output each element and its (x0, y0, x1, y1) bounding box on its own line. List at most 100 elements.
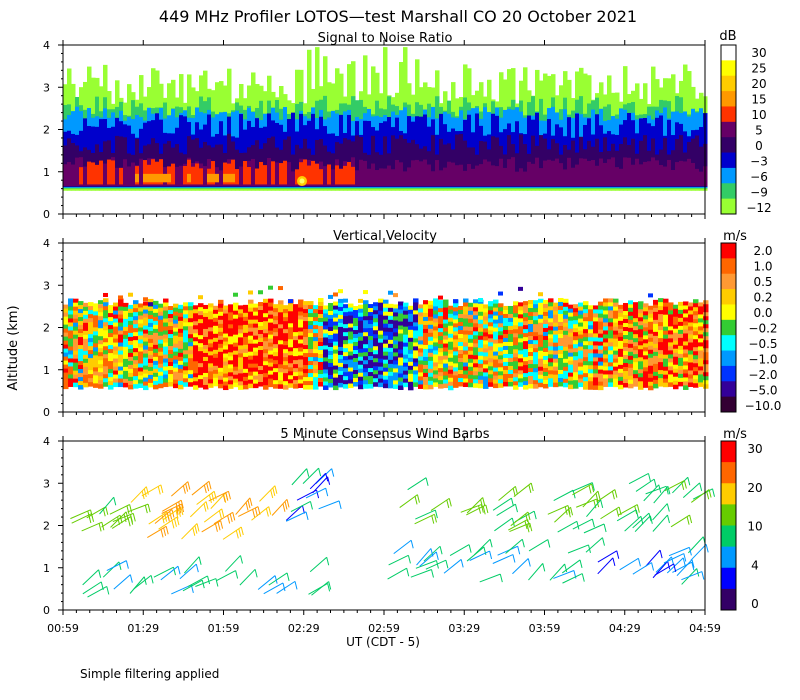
snr-cell (475, 165, 480, 187)
velocity-cell (343, 298, 348, 303)
velocity-cell (453, 299, 458, 304)
velocity-cell (518, 338, 524, 343)
velocity-cell (373, 362, 379, 367)
velocity-cell (643, 359, 649, 364)
velocity-cell (523, 341, 529, 346)
velocity-cell (463, 370, 469, 376)
velocity-cell (423, 304, 429, 310)
velocity-cell (513, 377, 519, 382)
velocity-cell (108, 365, 114, 370)
velocity-cell (373, 354, 379, 359)
velocity-cell (68, 318, 74, 323)
snr-cell (547, 159, 552, 187)
velocity-cell (303, 301, 309, 306)
velocity-cell (598, 353, 604, 359)
velocity-cell (93, 343, 99, 348)
velocity-cell (123, 306, 129, 312)
velocity-cell (578, 350, 584, 356)
velocity-cell (248, 299, 254, 305)
snr-cell (523, 144, 528, 187)
wind-barb-shaft (416, 548, 432, 566)
velocity-cell (388, 307, 394, 313)
y-tick-label: 1 (43, 364, 50, 377)
wind-barb-flag (691, 562, 695, 571)
velocity-cell (378, 302, 384, 308)
velocity-cell (108, 345, 114, 350)
wind-barb-flag (564, 563, 568, 573)
velocity-cell (208, 327, 214, 332)
velocity-cell (118, 314, 124, 320)
velocity-cell (133, 348, 139, 353)
velocity-cell (648, 333, 654, 339)
velocity-cell (568, 308, 574, 314)
velocity-cell (483, 384, 489, 389)
velocity-cell (538, 362, 544, 368)
y-tick-label: 0 (43, 604, 50, 617)
velocity-cell (703, 364, 709, 369)
velocity-cell (483, 364, 489, 369)
velocity-cell (628, 371, 634, 377)
wind-barb-flag (603, 523, 607, 533)
velocity-cell (313, 333, 319, 338)
snr-cell (695, 168, 700, 187)
velocity-cell (223, 317, 229, 323)
snr-cell (587, 160, 592, 187)
velocity-cell (538, 366, 544, 372)
velocity-cell (653, 339, 659, 345)
wind-barb-shaft (690, 543, 707, 561)
velocity-cell (383, 323, 389, 329)
velocity-cell (568, 344, 574, 350)
velocity-cell (648, 369, 654, 375)
velocity-cell (248, 371, 254, 377)
velocity-cell (673, 368, 679, 374)
wind-barb-shaft (154, 509, 173, 524)
velocity-cell (193, 381, 199, 386)
velocity-cell (503, 381, 509, 387)
velocity-cell (128, 372, 134, 378)
velocity-cell (633, 314, 639, 319)
velocity-cell (523, 349, 529, 354)
velocity-cell (228, 364, 234, 369)
velocity-cell (278, 332, 284, 337)
wind-barb-shaft (158, 516, 178, 530)
wind-barb-flag (689, 514, 693, 524)
velocity-cell (333, 361, 339, 367)
velocity-cell (583, 353, 589, 358)
velocity-cell (438, 308, 444, 313)
velocity-cell (353, 350, 359, 355)
velocity-cell (348, 383, 354, 389)
velocity-cell (243, 372, 249, 378)
velocity-cell (303, 357, 309, 362)
wind-barb-flag (527, 511, 531, 521)
velocity-cell (198, 375, 204, 380)
velocity-cell (668, 310, 674, 315)
velocity-cell (618, 380, 624, 386)
velocity-cell (68, 306, 74, 311)
colorbar-label: 0.0 (753, 306, 772, 320)
velocity-cell (478, 335, 484, 341)
wind-barb-shaft (616, 509, 637, 522)
velocity-cell (453, 367, 459, 372)
velocity-cell (538, 326, 544, 332)
velocity-cell (108, 349, 114, 354)
velocity-cell (428, 312, 434, 318)
velocity-cell (103, 366, 109, 371)
velocity-cell (78, 381, 84, 386)
y-tick-label: 4 (43, 39, 50, 52)
velocity-cell (268, 366, 274, 372)
velocity-cell (638, 365, 644, 370)
velocity-cell (368, 316, 374, 321)
velocity-cell (558, 361, 564, 367)
velocity-cell (68, 330, 74, 335)
velocity-cell (233, 338, 239, 344)
velocity-cell (553, 362, 559, 368)
velocity-cell (418, 324, 424, 329)
velocity-cell (113, 302, 119, 308)
velocity-cell (403, 382, 409, 388)
velocity-cell (283, 369, 289, 374)
velocity-cell (83, 318, 89, 324)
snr-cell (619, 168, 624, 187)
snr-cell (527, 115, 532, 187)
velocity-cell (388, 311, 394, 317)
velocity-cell (148, 358, 154, 364)
